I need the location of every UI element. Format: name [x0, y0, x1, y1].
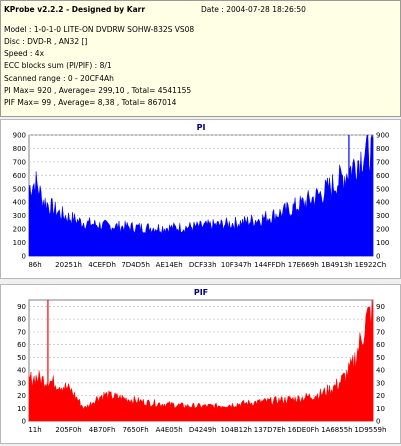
pif-ytick-left: 30 — [17, 379, 26, 387]
pif-ytick-right: 60 — [376, 341, 385, 349]
pi-ytick-left: 600 — [13, 172, 26, 180]
pif-xtick: 11h — [28, 426, 41, 434]
pif-ytick-left: 80 — [17, 316, 26, 324]
pif-xtick: D4249h — [189, 426, 217, 434]
pi-series-area — [28, 134, 374, 257]
pi-xtick: 1B4913h — [321, 261, 353, 269]
pif-xtick: A4E05h — [156, 426, 183, 434]
pi-ytick-right: 700 — [376, 158, 389, 166]
pi-ytick-left: 700 — [13, 158, 26, 166]
drive-model: Model : 1-0-1-0 LITE-ON DVDRW SOHW-832S … — [4, 25, 195, 34]
pif-xtick: 7650Fh — [122, 426, 148, 434]
pi-ytick-right: 300 — [376, 212, 389, 220]
speed-info: Speed : 4x — [4, 49, 45, 58]
pif-ytick-right: 50 — [376, 354, 385, 362]
pi-xtick: 86h — [28, 261, 41, 269]
pi-ytick-left: 300 — [13, 212, 26, 220]
pi-chart-panel: PI 0 0 100 100 200 200 300 300 400 400 500 500 600 600… — [0, 119, 401, 279]
pi-ytick-left: 200 — [13, 226, 26, 234]
pi-xtick: 20251h — [55, 261, 82, 269]
pif-ytick-left: 70 — [17, 328, 26, 336]
pif-ytick-left: 90 — [17, 303, 26, 311]
pi-ytick-right: 900 — [376, 132, 389, 140]
pif-ytick-left: 60 — [17, 341, 26, 349]
pi-ytick-right: 100 — [376, 239, 389, 247]
pif-ytick-right: 30 — [376, 379, 385, 387]
pi-xtick: 10F347h — [221, 261, 252, 269]
pi-ytick-left: 400 — [13, 199, 26, 207]
pi-ytick-right: 800 — [376, 145, 389, 153]
pif-ytick-right: 0 — [376, 418, 380, 426]
scan-range: Scanned range : 0 - 20CF4Ah — [4, 74, 114, 83]
pif-chart: PIF 0 0 10 10 20 20 30 30 40 40 50 50 60 60 70 70 80 80 90 9… — [17, 288, 386, 434]
pif-ytick-left: 0 — [22, 418, 26, 426]
pi-ytick-right: 500 — [376, 185, 389, 193]
pif-stats: PIF Max= 99 , Average= 8,38 , Total= 867… — [4, 98, 177, 107]
pi-chart-title: PI — [197, 123, 206, 132]
pif-chart-panel: PIF 0 0 10 10 20 20 30 30 40 40 50 50 60 60 70 70 80 80 90 9… — [0, 284, 401, 444]
pif-xtick: 137D7Eh — [254, 426, 286, 434]
pif-xtick: 4B70Fh — [89, 426, 116, 434]
ecc-info: ECC blocks sum (PI/PIF) : 8/1 — [4, 61, 112, 70]
app-title: KProbe v2.2.2 - Designed by Karr — [4, 5, 146, 14]
pi-stats: PI Max= 920 , Average= 299,10 , Total= 4… — [4, 86, 192, 95]
pi-ytick-left: 100 — [13, 239, 26, 247]
pif-ytick-left: 20 — [17, 392, 26, 400]
pi-ytick-left: 500 — [13, 185, 26, 193]
pif-chart-title: PIF — [194, 288, 208, 297]
pi-ytick-right: 200 — [376, 226, 389, 234]
pif-ytick-right: 40 — [376, 367, 385, 375]
pi-xtick: 1E922Ch — [355, 261, 387, 269]
pi-chart: PI 0 0 100 100 200 200 300 300 400 400 500 500 600 600… — [13, 123, 390, 269]
pif-ytick-right: 20 — [376, 392, 385, 400]
pif-ytick-right: 80 — [376, 316, 385, 324]
pif-ytick-left: 50 — [17, 354, 26, 362]
pif-xtick: 205F0h — [55, 426, 81, 434]
pif-ytick-right: 10 — [376, 405, 385, 413]
pif-xtick: 1D9559h — [354, 426, 386, 434]
disc-info: Disc : DVD-R , AN32 [] — [4, 37, 88, 46]
pi-xtick: DCF33h — [189, 261, 217, 269]
pif-series-area — [28, 299, 374, 422]
info-panel: KProbe v2.2.2 - Designed by Karr Date : … — [0, 0, 401, 117]
pif-xtick: 1A6855h — [321, 426, 353, 434]
pif-xtick: 16DE0Fh — [287, 426, 319, 434]
pi-xtick: AE14Eh — [156, 261, 183, 269]
scan-date: Date : 2004-07-28 18:26:50 — [201, 5, 306, 14]
pi-ytick-right: 0 — [376, 253, 380, 261]
pi-ytick-right: 400 — [376, 199, 389, 207]
pif-xtick: 104B12h — [220, 426, 252, 434]
pi-ytick-left: 900 — [13, 132, 26, 140]
pi-ytick-left: 0 — [22, 253, 26, 261]
pif-ytick-left: 10 — [17, 405, 26, 413]
pif-ytick-right: 90 — [376, 303, 385, 311]
pi-ytick-left: 800 — [13, 145, 26, 153]
pif-ytick-left: 40 — [17, 367, 26, 375]
pi-ytick-right: 600 — [376, 172, 389, 180]
pi-xtick: 4CEFDh — [88, 261, 116, 269]
pi-xtick: 144FFDh — [254, 261, 285, 269]
pif-ytick-right: 70 — [376, 328, 385, 336]
pi-xtick: 17E669h — [288, 261, 319, 269]
pi-xtick: 7D4D5h — [121, 261, 150, 269]
